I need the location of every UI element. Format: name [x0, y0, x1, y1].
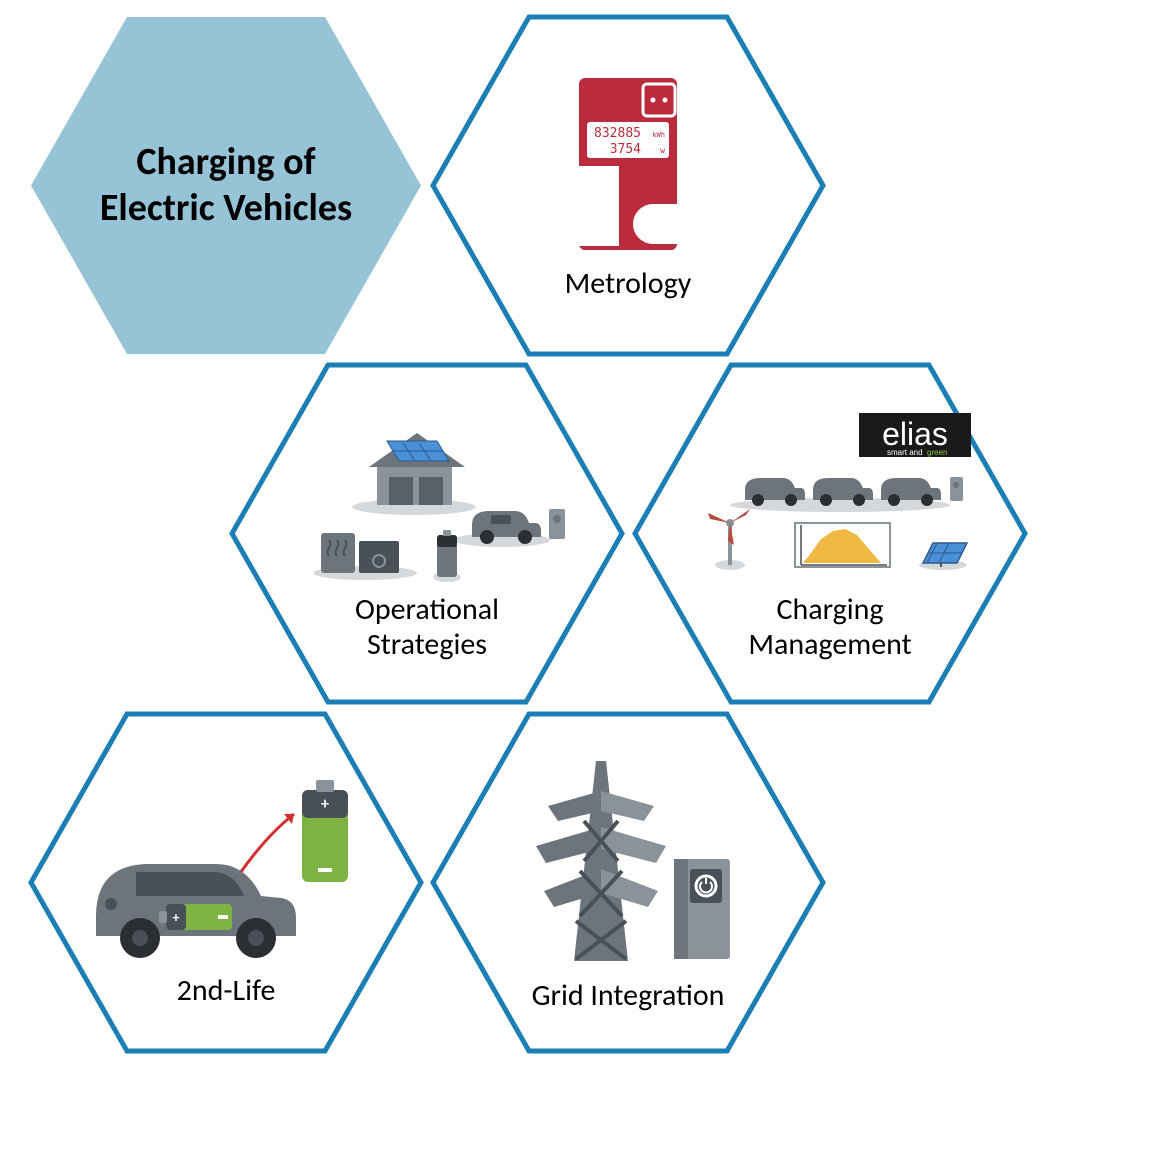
- hex-metrology: 832885 kWh 3754 w Metrology: [430, 14, 826, 357]
- title-text: Charging of Electric Vehicles: [100, 140, 352, 231]
- metrology-label: Metrology: [565, 267, 692, 302]
- opstrat-label-line2: Strategies: [367, 626, 487, 663]
- charger-icon: [549, 509, 565, 539]
- house-icon: [369, 433, 465, 505]
- battery-icon: [437, 530, 457, 577]
- car-large-icon: +: [96, 864, 296, 958]
- heater-icon: [321, 533, 355, 573]
- hex-operational-strategies: Operational Strategies: [229, 362, 625, 705]
- meter-kwh-value: 832885: [594, 126, 641, 141]
- charging-label-line2: Management: [748, 626, 911, 663]
- hex-second-life: +: [28, 711, 424, 1054]
- elias-logo-text: elias: [882, 416, 948, 452]
- meter-kwh-unit: kWh: [652, 131, 665, 139]
- second-life-label: 2nd-Life: [177, 974, 276, 1009]
- battery-large-icon: +: [302, 780, 348, 882]
- elias-subtext1: smart and: [887, 448, 923, 457]
- elias-subtext2: green: [927, 448, 947, 457]
- grid-integration-label: Grid Integration: [532, 979, 725, 1014]
- title-line2: Electric Vehicles: [100, 185, 352, 231]
- hex-charging-management: elias smart and green: [632, 362, 1028, 705]
- title-line1: Charging of: [136, 139, 315, 185]
- svg-text:+: +: [321, 795, 329, 814]
- opstrat-icon: [277, 405, 577, 585]
- second-life-icon: +: [66, 756, 386, 966]
- arrow-icon: [238, 814, 294, 876]
- pylon-icon: [536, 761, 666, 961]
- chart-icon: [795, 523, 890, 567]
- hex-grid-integration: Grid Integration: [430, 711, 826, 1054]
- opstrat-label: Operational Strategies: [355, 593, 499, 662]
- charging-label-line1: Charging: [776, 591, 883, 628]
- charging-station-icon: [674, 859, 730, 959]
- meter-w-value: 3754: [610, 142, 641, 157]
- meter-icon: 832885 kWh 3754 w: [573, 69, 683, 259]
- svg-text:+: +: [173, 909, 180, 926]
- grid-integration-icon: [488, 751, 768, 971]
- meter-w-unit: w: [660, 146, 665, 155]
- hex-title: Charging of Electric Vehicles: [28, 14, 424, 357]
- charging-label: Charging Management: [748, 593, 911, 662]
- elias-logo: elias smart and green: [859, 413, 971, 457]
- charging-icon: elias smart and green: [675, 405, 985, 585]
- wind-turbine-icon: [708, 509, 750, 565]
- opstrat-label-line1: Operational: [355, 591, 499, 628]
- appliance-box-icon: [359, 541, 399, 573]
